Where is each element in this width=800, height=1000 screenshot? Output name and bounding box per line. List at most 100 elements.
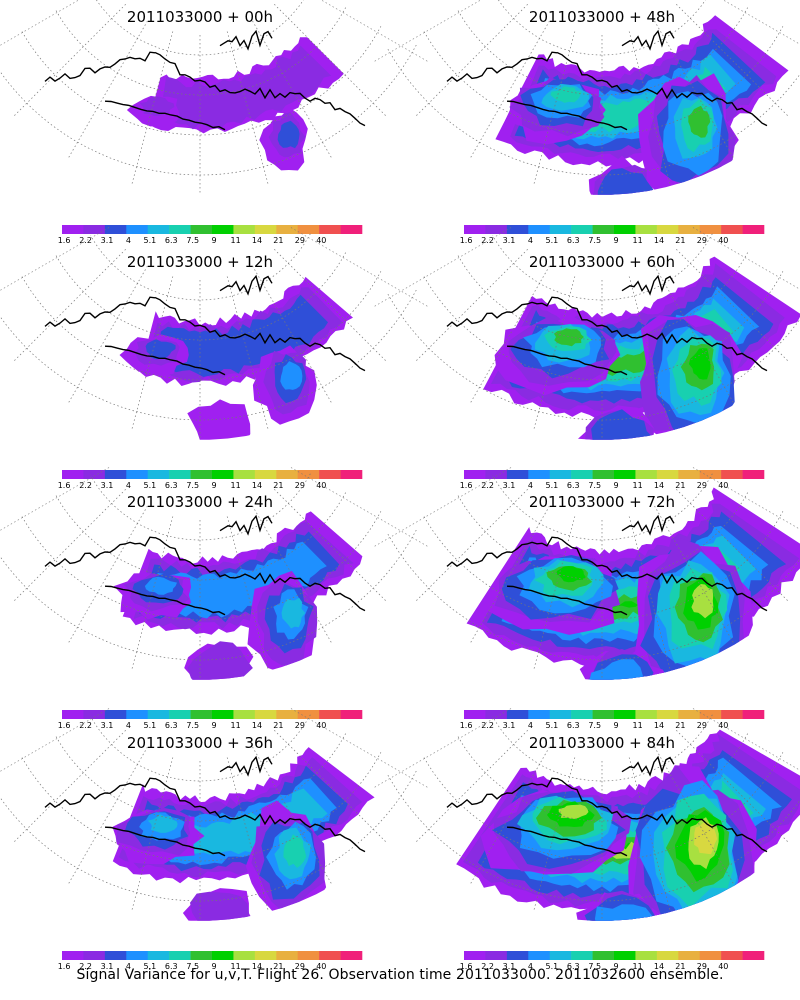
colorbar-tick-label: 2.2 [79, 236, 92, 245]
colorbar-tick-label: 14 [654, 236, 664, 245]
colorbar-tick-label: 4 [528, 481, 533, 490]
colorbar-tick-label: 21 [675, 962, 685, 971]
meridian-line [273, 729, 388, 844]
colorbar-tick-label: 5.1 [546, 962, 559, 971]
coastline [556, 296, 768, 372]
colorbar-tick-label: 3.1 [503, 481, 516, 490]
colorbar-swatch [528, 710, 551, 719]
colorbar-swatch [678, 470, 701, 479]
colorbar-tick-label: 7.5 [588, 962, 601, 971]
colorbar-tick-label: 4 [528, 236, 533, 245]
colorbar-swatch [147, 470, 170, 479]
colorbar-swatch [126, 225, 149, 234]
panel-title: 2011033000 + 12h [127, 253, 273, 271]
colorbar-swatch [147, 710, 170, 719]
colorbar-tick-label: 9 [212, 236, 217, 245]
coastline [104, 100, 226, 131]
variance-contour [556, 566, 586, 583]
coastline [104, 826, 226, 857]
colorbar-swatch [147, 951, 170, 960]
meridian-line [654, 265, 735, 405]
colorbar-swatch [485, 951, 508, 960]
meridian-line [692, 227, 800, 308]
colorbar-swatch [506, 710, 529, 719]
colorbar-swatch [254, 225, 277, 234]
colorbar-tick-label: 6.3 [567, 236, 580, 245]
variance-contour [187, 641, 253, 680]
colorbar-swatch [83, 710, 106, 719]
colorbar-tick-label: 1.6 [58, 236, 71, 245]
variance-contour [688, 348, 711, 380]
latitude-line [457, 492, 749, 581]
colorbar-tick-label: 11 [231, 962, 241, 971]
colorbar-swatch [506, 951, 529, 960]
colorbar-tick-label: 11 [633, 721, 643, 730]
colorbar-swatch [212, 710, 234, 719]
colorbar-tick-label: 9 [614, 481, 619, 490]
colorbar-tick-label: 2.2 [79, 962, 92, 971]
map-panel-3: 2011033000 + 60h 1.6 2.2 3.1 4 5.1 6.3 7.5 9 11 14… [372, 227, 800, 490]
colorbar-swatch [678, 225, 701, 234]
meridian-line [290, 708, 430, 789]
colorbar-swatch [233, 951, 256, 960]
colorbar-swatch [678, 951, 701, 960]
coastline [556, 536, 768, 612]
colorbar-swatch [635, 951, 658, 960]
latitude-line [55, 252, 347, 341]
meridian-line [0, 467, 110, 548]
colorbar-tick-label: 21 [675, 721, 685, 730]
colorbar-swatch [614, 470, 636, 479]
meridian-line [414, 488, 529, 603]
variance-contour [688, 105, 711, 138]
latitude-line [492, 0, 713, 56]
colorbar-tick-label: 6.3 [567, 962, 580, 971]
colorbar-swatch [592, 225, 615, 234]
colorbar-swatch [528, 470, 551, 479]
colorbar-swatch [742, 225, 765, 234]
colorbar-tick-label: 9 [614, 236, 619, 245]
colorbar-swatch [721, 951, 743, 960]
meridian-line [67, 746, 148, 886]
map-panel-0: 2011033000 + 00h 1.6 2.2 3.1 4 5.1 6.3 7.5 9 11 14… [0, 0, 430, 245]
meridian-line [12, 729, 127, 844]
meridian-line [273, 3, 388, 118]
colorbar-swatch [592, 710, 615, 719]
meridian-line [372, 0, 512, 63]
panel-title: 2011033000 + 24h [127, 493, 273, 511]
coastline [621, 755, 675, 777]
latitude-line [492, 233, 713, 301]
colorbar-tick-label: 21 [273, 236, 283, 245]
coastline [446, 536, 558, 567]
colorbar-tick-label: 7.5 [186, 481, 199, 490]
colorbar-swatch [699, 470, 722, 479]
colorbar-tick-label: 4 [528, 962, 533, 971]
colorbar-swatch [592, 470, 615, 479]
colorbar-swatch [742, 951, 765, 960]
colorbar-swatch [699, 951, 722, 960]
meridian-line [273, 248, 388, 363]
colorbar-swatch [549, 951, 572, 960]
colorbar-tick-label: 11 [633, 481, 643, 490]
coastline [446, 296, 558, 327]
meridian-line [0, 708, 110, 789]
colorbar-swatch [721, 470, 743, 479]
latitude-line [90, 714, 311, 782]
colorbar: 1.6 2.2 3.1 4 5.1 6.3 7.5 9 11 14 21 29 40 [58, 225, 363, 245]
colorbar-tick-label: 40 [718, 962, 728, 971]
colorbar-tick-label: 29 [295, 721, 305, 730]
colorbar-swatch [742, 710, 765, 719]
meridian-line [675, 3, 790, 118]
colorbar-swatch [254, 951, 277, 960]
colorbar-swatch [297, 225, 320, 234]
variance-contour [591, 904, 654, 921]
colorbar-swatch [742, 470, 765, 479]
colorbar-tick-label: 5.1 [144, 236, 157, 245]
colorbar-tick-label: 9 [212, 481, 217, 490]
colorbar-tick-label: 29 [295, 236, 305, 245]
meridian-line [131, 757, 174, 913]
latitude-line [492, 473, 713, 541]
meridian-line [0, 227, 110, 308]
panel-title: 2011033000 + 48h [529, 8, 675, 26]
colorbar-swatch [276, 225, 299, 234]
